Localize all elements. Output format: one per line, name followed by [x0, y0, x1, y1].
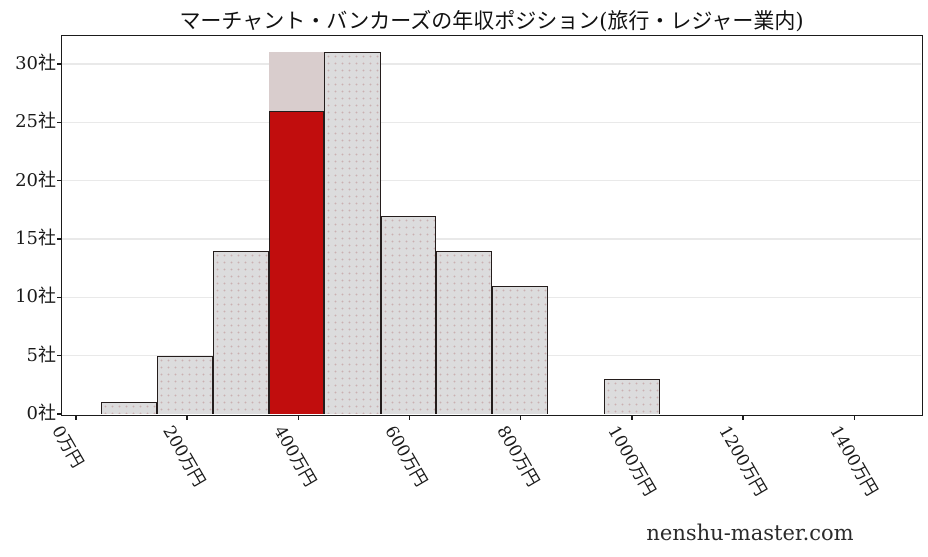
y-tick-mark [56, 238, 61, 240]
y-tick-mark [56, 180, 61, 182]
histogram-bar [100, 402, 157, 414]
x-tick-label: 200万円 [158, 422, 209, 491]
gridline [62, 121, 921, 123]
x-tick-label: 600万円 [380, 422, 432, 491]
y-tick-mark [56, 296, 61, 299]
y-tick-mark [56, 63, 61, 65]
x-tick-mark [742, 415, 744, 420]
gridline [62, 63, 921, 65]
y-tick-mark [56, 413, 61, 415]
x-tick-mark [186, 415, 188, 420]
histogram-bar [212, 250, 269, 414]
x-tick-mark [853, 415, 855, 420]
histogram-bar [380, 215, 437, 414]
gridline [62, 238, 921, 240]
histogram-bar [156, 355, 213, 414]
x-tick-mark [75, 415, 77, 420]
x-tick-mark [297, 415, 299, 420]
x-tick-label: 0万円 [47, 422, 87, 472]
x-tick-label: 1200万円 [714, 422, 771, 500]
x-tick-label: 1000万円 [603, 422, 660, 500]
x-tick-mark [631, 415, 633, 420]
x-tick-label: 1400万円 [825, 422, 882, 500]
chart-title: マーチャント・バンカーズの年収ポジション(旅行・レジャー業内) [179, 9, 804, 33]
site-watermark: nenshu-master.com [646, 521, 854, 545]
y-tick-label: 25社 [15, 111, 56, 133]
x-tick-mark [520, 415, 522, 420]
histogram-bar [436, 250, 493, 414]
x-tick-label: 400万円 [269, 422, 321, 491]
histogram-bar [604, 379, 661, 414]
plot-frame [60, 34, 923, 416]
y-tick-label: 0社 [26, 403, 56, 424]
y-tick-label: 15社 [15, 228, 56, 249]
y-tick-mark [56, 355, 61, 357]
x-tick-mark [408, 415, 411, 420]
y-tick-label: 30社 [15, 53, 56, 74]
y-tick-label: 10社 [15, 286, 56, 308]
x-tick-label: 800万円 [492, 422, 543, 491]
highlight-red-bar [268, 110, 325, 414]
gridline [62, 180, 921, 182]
y-tick-mark [56, 121, 61, 124]
histogram-bar [324, 52, 381, 414]
histogram-bar [492, 285, 548, 414]
y-tick-label: 5社 [26, 344, 56, 366]
y-tick-label: 20社 [15, 169, 56, 191]
